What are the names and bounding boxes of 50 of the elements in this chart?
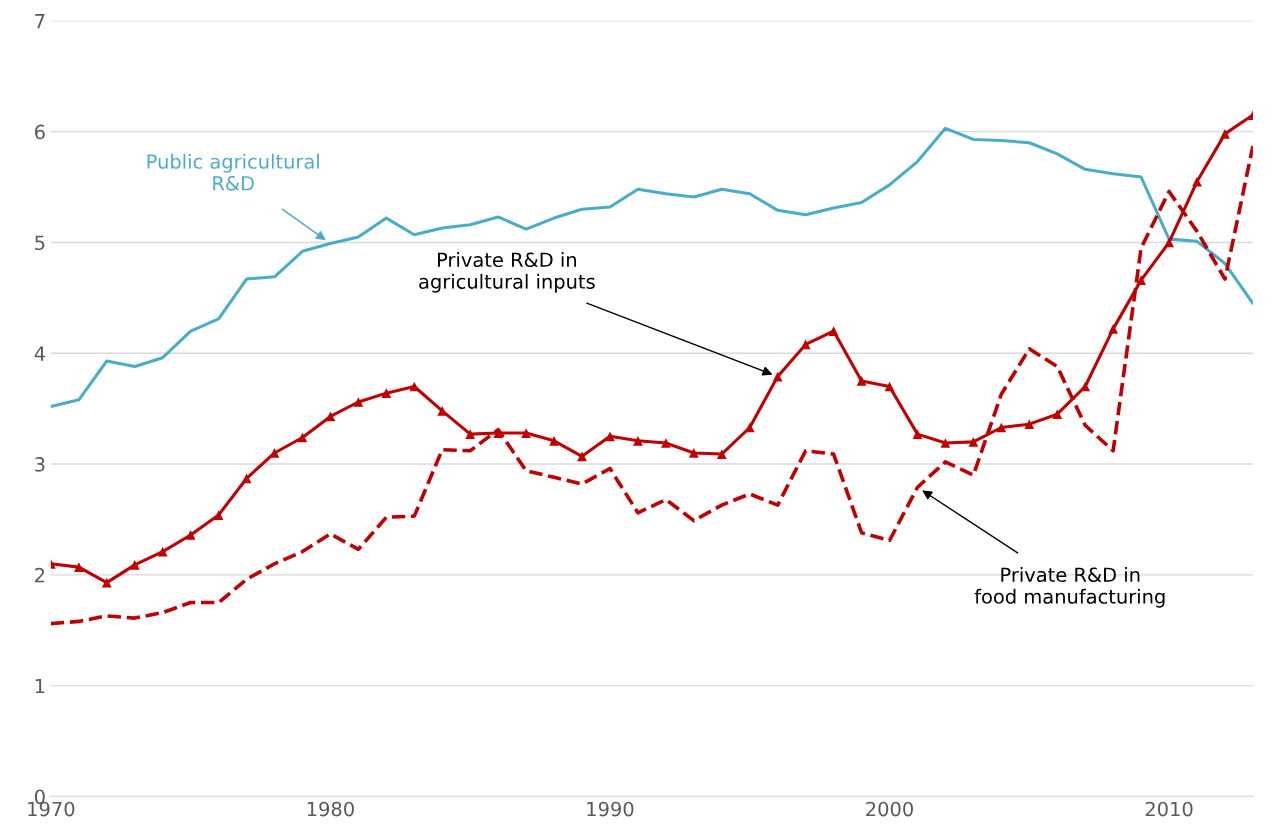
point [912,429,923,440]
point [465,429,476,440]
point [605,431,615,442]
point [521,428,531,438]
point [325,411,336,422]
point [549,435,559,446]
y-tick-label: 5 [35,235,45,251]
point [996,422,1007,433]
point [633,435,643,446]
line-series [50,126,1253,408]
point [185,530,196,540]
point [381,388,392,399]
point [297,432,308,443]
annotation: Private R&D in agricultural inputs [419,252,595,293]
point [241,473,252,484]
y-tick-label: 7 [35,14,45,29]
y-tick-label: 2 [35,567,45,583]
point [856,376,867,386]
point [940,438,951,448]
point [772,371,783,382]
x-tick-label: 1990 [587,801,634,817]
point [716,449,727,459]
point [129,560,140,570]
point [577,451,587,462]
point [1052,409,1063,420]
point [1164,237,1174,248]
y-tick-label: 4 [34,346,45,361]
point [1220,129,1230,139]
point [353,397,364,407]
point [1080,381,1091,392]
point [1108,324,1119,334]
x-tick-label: 2010 [1145,801,1193,817]
point [1136,275,1146,285]
y-tick-label: 1 [35,678,45,694]
point [213,510,224,520]
point [101,577,112,588]
point [157,546,168,557]
point [661,438,671,448]
y-tick-label: 6 [35,124,45,140]
point [968,437,979,447]
point [73,562,84,572]
annotation: Public agricultural R&D [147,153,319,191]
point [828,326,839,336]
x-tick-label: 1980 [307,801,354,817]
y-tick-label: 3 [35,457,45,472]
point [688,448,699,458]
point [800,339,811,350]
point [1024,419,1035,430]
x-tick-label: 2000 [866,801,913,817]
annotation: Private R&D in food manufacturing [974,567,1165,608]
